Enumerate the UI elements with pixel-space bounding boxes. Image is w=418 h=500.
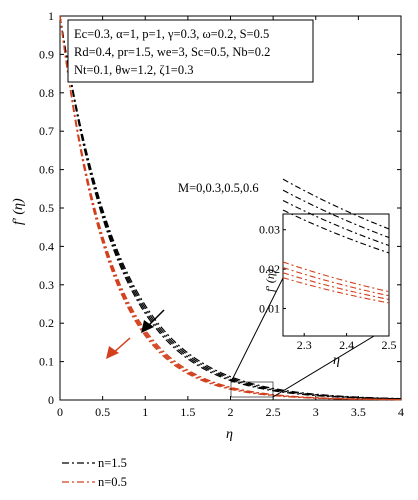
- x-axis-label: η: [226, 427, 233, 442]
- inset-series-line-3: [282, 209, 390, 254]
- zoom-connector-left: [230, 269, 288, 383]
- series-line-n15-2: [59, 15, 402, 400]
- parameter-line-1: Ec=0.3, α=1, p=1, γ=0.3, ω=0.2, S=0.5: [74, 27, 269, 41]
- inset-series-line-2: [282, 199, 390, 247]
- inset-y-tick-label: 0.02: [259, 262, 280, 276]
- x-tick-label: 2.5: [266, 405, 281, 419]
- series-line-n15-3: [59, 15, 402, 400]
- y-tick-label: 0.9: [39, 47, 54, 61]
- y-tick-label: 0.8: [39, 86, 54, 100]
- y-tick-label: 1: [48, 9, 54, 23]
- zoom-region: [230, 381, 274, 398]
- parameter-line-2: Rd=0.4, pr=1.5, we=3, Sc=0.5, Nb=0.2: [74, 45, 270, 59]
- y-tick-label: 0.2: [39, 316, 54, 330]
- inset-x-tick-label: 2.5: [382, 338, 397, 352]
- inset-x-tick-label: 2.4: [339, 338, 354, 352]
- y-tick-label: 0.1: [39, 355, 54, 369]
- m-annotation: M=0,0.3,0.5,0.6: [178, 181, 259, 195]
- series-line-n05-6: [59, 15, 402, 401]
- inset-background: [282, 213, 390, 337]
- parameter-line-3: Nt=0.1, θw=1.2, ζ1=0.3: [74, 63, 193, 77]
- x-tick-label: 2: [228, 405, 234, 419]
- red-arrow: [106, 337, 131, 359]
- x-tick-label: 4: [398, 405, 404, 419]
- legend-label-n05: n=0.5: [98, 475, 127, 489]
- x-tick-label: 0: [57, 405, 63, 419]
- inset-x-label: η: [333, 353, 340, 368]
- y-tick-label: 0.5: [39, 201, 54, 215]
- inset-y-tick-label: 0.01: [259, 301, 280, 315]
- inset-y-tick-label: 0.03: [259, 223, 280, 237]
- y-axis-label: f' (η): [11, 198, 26, 225]
- series-line-n15-1: [59, 15, 402, 400]
- x-tick-label: 1.5: [180, 405, 195, 419]
- inset-y-label: f' (η): [263, 269, 277, 292]
- curve-group: [59, 15, 402, 401]
- inset-curve-group: [282, 178, 390, 304]
- inset-series-line-7: [282, 277, 390, 304]
- series-line-n05-7: [59, 15, 402, 401]
- inset-series-line-5: [282, 267, 390, 297]
- y-tick-label: 0.7: [39, 124, 54, 138]
- y-tick-labels: 0 0.1 0.2 0.3 0.4 0.5 0.6 0.7 0.8 0.9 1: [39, 9, 54, 407]
- zoom-connector-right: [272, 329, 385, 398]
- inset-series-line-1: [282, 189, 390, 239]
- inset-ticks: 2.3 2.4 2.5 0.01 0.02 0.03: [259, 223, 397, 352]
- x-tick-label: 3.5: [351, 405, 366, 419]
- y-tick-label: 0.3: [39, 278, 54, 292]
- inset-x-tick-label: 2.3: [297, 338, 312, 352]
- inset-series-line-6: [282, 272, 390, 301]
- x-tick-label: 0.5: [95, 405, 110, 419]
- inset-series-line-4: [282, 261, 390, 293]
- black-arrow: [141, 309, 165, 333]
- parameter-box: [67, 19, 314, 83]
- x-tick-label: 3: [313, 405, 319, 419]
- legend: n=1.5 n=0.5: [62, 456, 127, 489]
- y-tick-label: 0: [48, 393, 54, 407]
- x-tick-label: 1: [142, 405, 148, 419]
- y-tick-label: 0.6: [39, 163, 54, 177]
- y-tick-label: 0.4: [39, 239, 54, 253]
- legend-label-n15: n=1.5: [98, 456, 127, 470]
- x-tick-labels: 0 0.5 1 1.5 2 2.5 3 3.5 4: [57, 405, 404, 419]
- series-line-n15-0: [59, 15, 402, 400]
- inset-series-line-0: [282, 178, 390, 230]
